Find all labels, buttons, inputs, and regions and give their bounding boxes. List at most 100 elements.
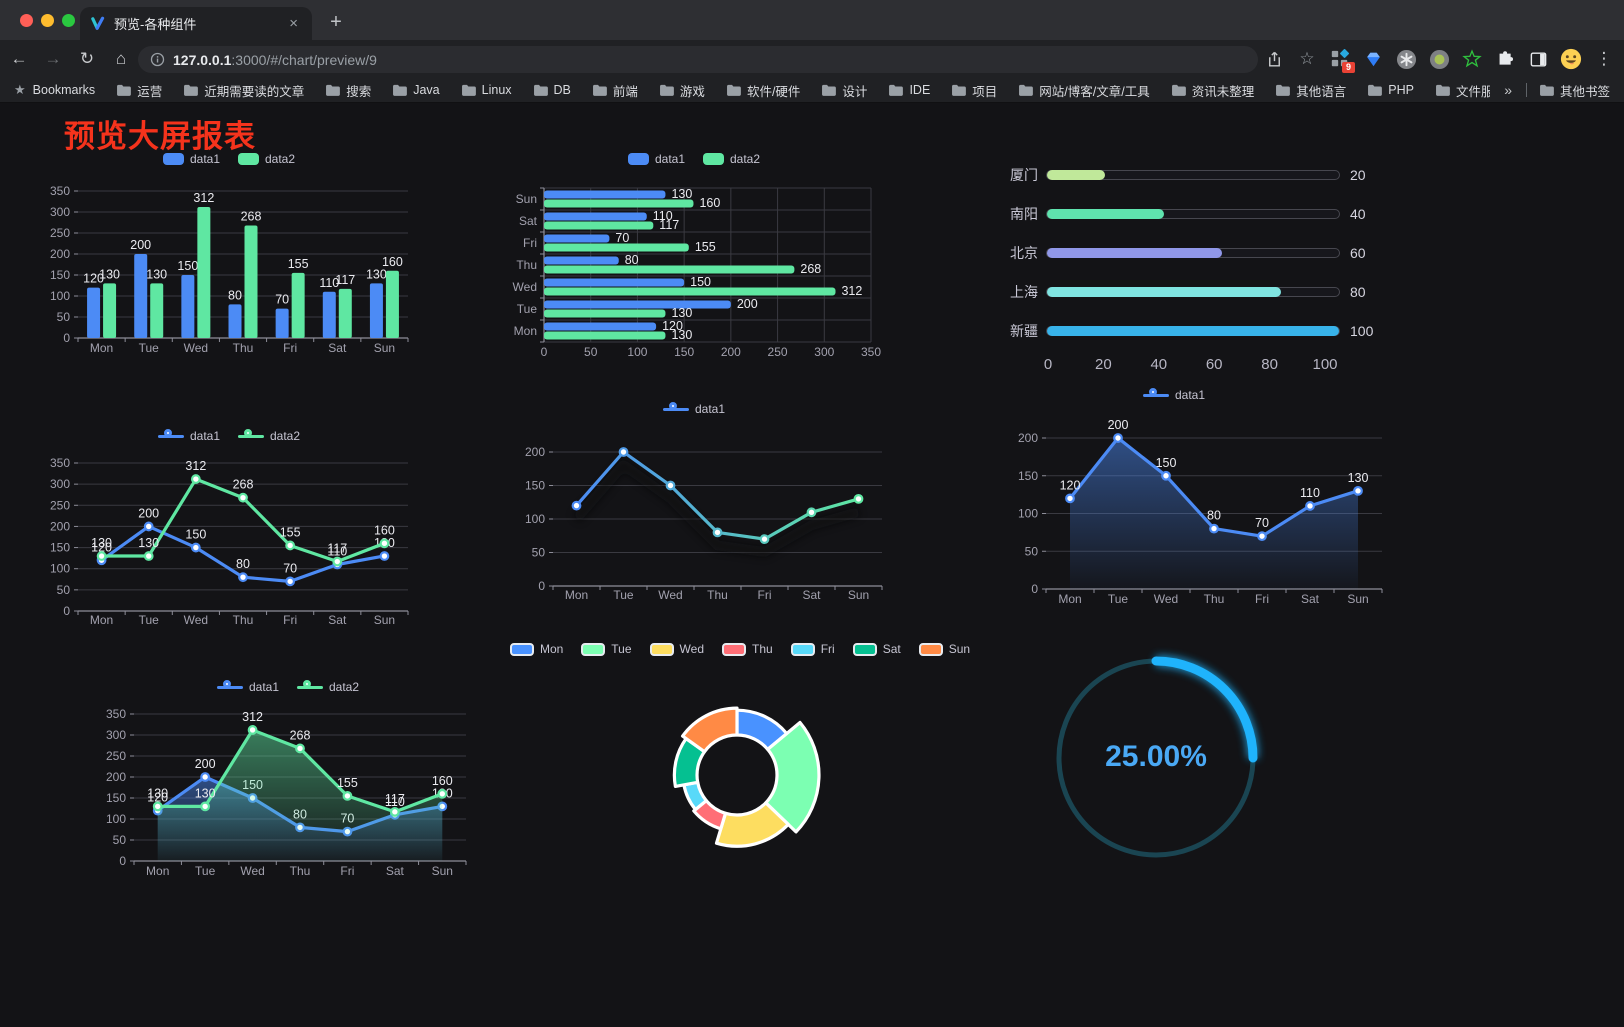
tab-close-icon[interactable]: × bbox=[289, 15, 298, 32]
legend-item[interactable]: Sun bbox=[918, 642, 970, 656]
legend-item[interactable]: data2 bbox=[238, 152, 295, 166]
legend-item[interactable]: Fri bbox=[790, 642, 835, 656]
bar[interactable] bbox=[228, 304, 242, 338]
browser-menu-icon[interactable]: ⋮ bbox=[1595, 49, 1613, 68]
bar[interactable] bbox=[87, 287, 101, 338]
reload-icon[interactable]: ↻ bbox=[79, 49, 95, 68]
data-point[interactable] bbox=[1209, 523, 1219, 534]
address-bar[interactable]: 127.0.0.1:3000/#/chart/preview/9 bbox=[138, 46, 1258, 73]
extension-grid-icon[interactable]: 9 bbox=[1328, 47, 1355, 73]
browser-tab[interactable]: 预览-各种组件 × bbox=[80, 7, 312, 40]
extension-gem-icon[interactable] bbox=[1361, 47, 1385, 71]
data-point[interactable] bbox=[247, 725, 258, 735]
extension-green-star-icon[interactable] bbox=[1460, 47, 1484, 71]
bar[interactable] bbox=[544, 243, 689, 252]
bar[interactable] bbox=[544, 221, 654, 230]
data-point[interactable] bbox=[665, 480, 676, 491]
side-panel-icon[interactable] bbox=[1526, 47, 1550, 71]
bookmark-folder[interactable]: 近期需要读的文章 bbox=[183, 81, 304, 100]
data-point[interactable] bbox=[1257, 531, 1267, 542]
data-point[interactable] bbox=[285, 576, 296, 587]
legend-item[interactable]: data1 bbox=[627, 152, 685, 166]
bar[interactable] bbox=[544, 287, 836, 296]
new-tab-button[interactable]: + bbox=[330, 11, 342, 33]
bar[interactable] bbox=[544, 199, 694, 208]
legend-item[interactable]: data2 bbox=[238, 429, 300, 443]
bar[interactable] bbox=[103, 283, 117, 338]
legend-item[interactable]: data1 bbox=[662, 402, 725, 416]
bar[interactable] bbox=[544, 331, 666, 340]
bar[interactable] bbox=[544, 278, 685, 287]
data-point[interactable] bbox=[389, 806, 400, 817]
bar[interactable] bbox=[544, 212, 647, 221]
data-point[interactable] bbox=[759, 534, 770, 545]
pie-slice[interactable] bbox=[714, 801, 790, 848]
bar[interactable] bbox=[244, 225, 258, 338]
forward-icon[interactable]: → bbox=[44, 49, 62, 68]
share-icon[interactable] bbox=[1262, 47, 1286, 71]
bookmark-folder[interactable]: DB bbox=[533, 83, 571, 97]
bar[interactable] bbox=[150, 283, 164, 338]
pie-slice[interactable] bbox=[682, 780, 708, 812]
bar[interactable] bbox=[544, 265, 795, 274]
bookmarks-manager-item[interactable]: Bookmarks bbox=[33, 83, 96, 97]
bookmark-folder[interactable]: 文件服务器 bbox=[1435, 81, 1490, 100]
bar[interactable] bbox=[544, 234, 610, 243]
site-info-icon[interactable] bbox=[150, 52, 165, 67]
data-point[interactable] bbox=[342, 790, 353, 801]
bar[interactable] bbox=[544, 322, 657, 331]
data-point[interactable] bbox=[143, 521, 154, 532]
legend-item[interactable]: data2 bbox=[703, 152, 760, 166]
other-bookmarks-folder[interactable]: 其他书签 bbox=[1539, 81, 1610, 100]
data-point[interactable] bbox=[295, 743, 305, 754]
window-minimize-button[interactable] bbox=[41, 14, 54, 27]
bookmark-folder[interactable]: 搜索 bbox=[325, 81, 371, 100]
bookmark-folder[interactable]: Java bbox=[392, 83, 440, 97]
bookmark-folder[interactable]: 设计 bbox=[821, 81, 867, 100]
data-point[interactable] bbox=[379, 538, 390, 549]
data-point[interactable] bbox=[285, 540, 296, 551]
data-point[interactable] bbox=[618, 447, 629, 457]
bar[interactable] bbox=[544, 190, 666, 199]
bookmark-folder[interactable]: 前端 bbox=[592, 81, 638, 100]
data-point[interactable] bbox=[379, 551, 390, 561]
window-zoom-button[interactable] bbox=[62, 14, 75, 27]
window-close-button[interactable] bbox=[20, 14, 33, 27]
data-point[interactable] bbox=[806, 507, 817, 518]
extensions-puzzle-icon[interactable] bbox=[1493, 47, 1517, 71]
bar[interactable] bbox=[544, 256, 619, 265]
data-point[interactable] bbox=[1161, 470, 1171, 481]
data-point[interactable] bbox=[571, 500, 582, 511]
data-point[interactable] bbox=[1305, 501, 1315, 511]
bookmark-star-icon[interactable]: ☆ bbox=[1299, 49, 1315, 68]
legend-item[interactable]: data1 bbox=[157, 429, 220, 443]
bookmark-folder[interactable]: 其他语言 bbox=[1275, 81, 1346, 100]
bar[interactable] bbox=[544, 309, 666, 318]
data-point[interactable] bbox=[190, 474, 201, 484]
back-icon[interactable]: ← bbox=[10, 49, 28, 68]
bookmarks-overflow-chevron[interactable]: » bbox=[1504, 82, 1512, 98]
extension-record-icon[interactable] bbox=[1427, 47, 1451, 71]
bar[interactable] bbox=[544, 300, 731, 309]
legend-item[interactable]: Mon bbox=[509, 642, 563, 656]
data-point[interactable] bbox=[152, 801, 163, 812]
bookmark-folder[interactable]: 项目 bbox=[951, 81, 997, 100]
legend-item[interactable]: Thu bbox=[722, 642, 773, 656]
bookmark-folder[interactable]: 资讯未整理 bbox=[1171, 81, 1254, 100]
bar[interactable] bbox=[385, 270, 399, 338]
pie-slice[interactable] bbox=[681, 706, 739, 754]
data-point[interactable] bbox=[1353, 485, 1363, 496]
legend-item[interactable]: Wed bbox=[649, 642, 704, 656]
bar[interactable] bbox=[291, 272, 305, 338]
bookmark-folder[interactable]: 运营 bbox=[116, 81, 162, 100]
data-point[interactable] bbox=[238, 492, 248, 503]
pie-slice[interactable] bbox=[764, 720, 821, 834]
bar[interactable] bbox=[322, 291, 336, 338]
home-icon[interactable]: ⌂ bbox=[115, 49, 127, 68]
extension-asterisk-icon[interactable] bbox=[1394, 47, 1418, 71]
bookmark-folder[interactable]: 游戏 bbox=[659, 81, 705, 100]
data-point[interactable] bbox=[712, 527, 723, 538]
data-point[interactable] bbox=[238, 572, 248, 583]
bookmark-folder[interactable]: PHP bbox=[1367, 83, 1414, 97]
legend-item[interactable]: data1 bbox=[162, 152, 220, 166]
